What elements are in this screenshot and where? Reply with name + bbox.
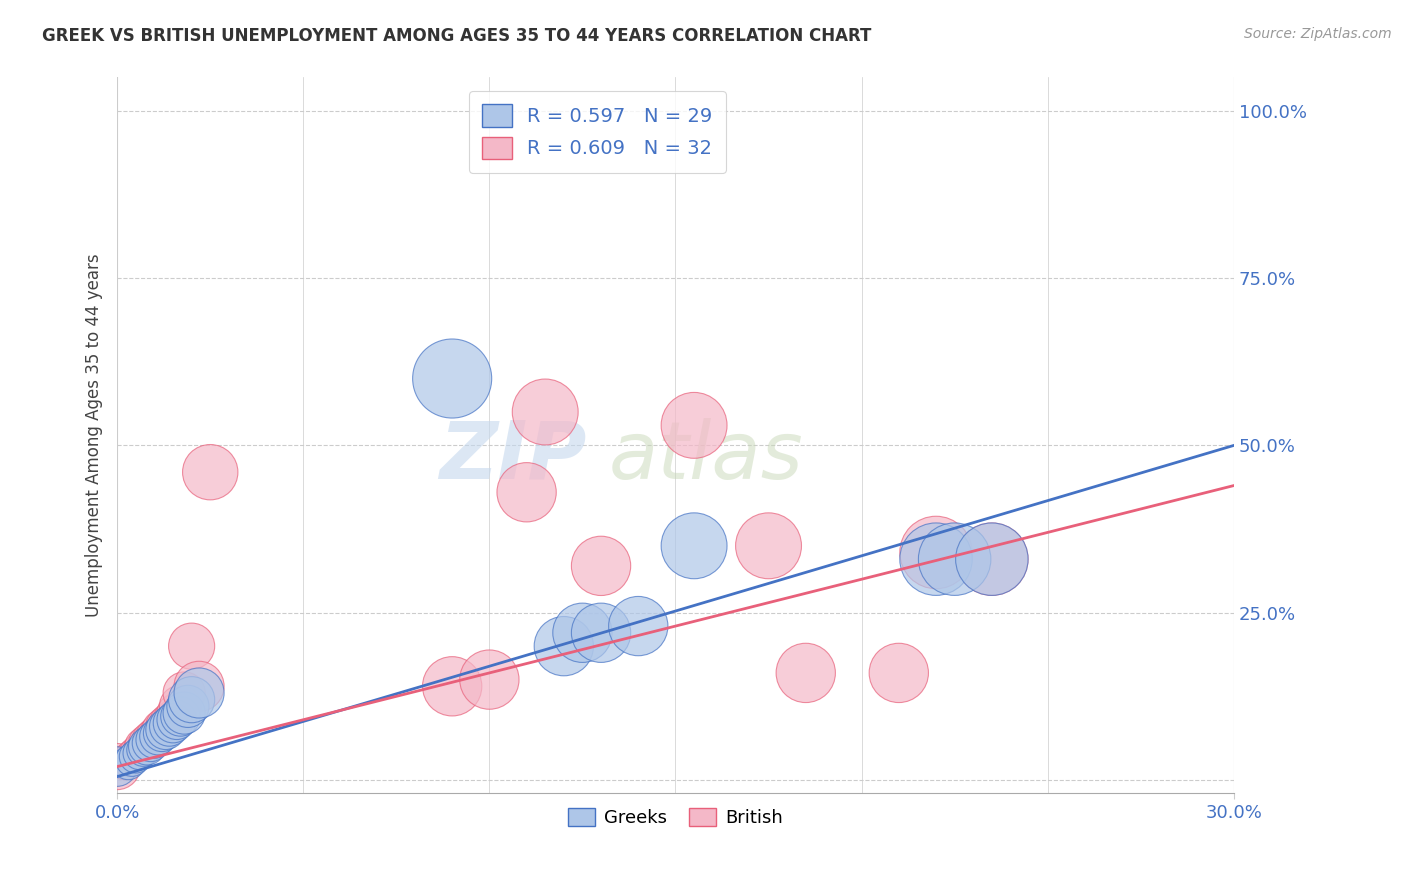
Point (121, 749, 143, 764)
Text: Source: ZipAtlas.com: Source: ZipAtlas.com (1244, 27, 1392, 41)
Point (534, 405, 557, 419)
Point (121, 753, 143, 767)
Point (177, 699, 200, 714)
Point (150, 723, 173, 737)
Point (150, 726, 173, 740)
Point (143, 730, 166, 744)
Point (139, 736, 162, 750)
Point (162, 713, 184, 727)
Point (157, 716, 180, 731)
Point (155, 723, 177, 737)
Point (162, 716, 184, 731)
Point (943, 552, 966, 566)
Point (143, 732, 166, 747)
Point (128, 746, 150, 760)
Point (925, 552, 948, 566)
Point (136, 736, 159, 750)
Point (589, 558, 612, 573)
Text: atlas: atlas (609, 417, 803, 496)
Point (478, 673, 501, 687)
Legend: Greeks, British: Greeks, British (561, 801, 790, 834)
Text: ZIP: ZIP (439, 417, 586, 496)
Point (117, 756, 139, 771)
Point (139, 732, 162, 747)
Point (117, 753, 139, 767)
Text: GREEK VS BRITISH UNEMPLOYMENT AMONG AGES 35 TO 44 YEARS CORRELATION CHART: GREEK VS BRITISH UNEMPLOYMENT AMONG AGES… (42, 27, 872, 45)
Point (553, 639, 575, 653)
Point (132, 743, 155, 757)
Point (188, 686, 211, 700)
Point (173, 706, 195, 720)
Point (105, 759, 128, 773)
Point (155, 719, 177, 733)
Point (887, 665, 910, 680)
Point (627, 619, 650, 633)
Point (132, 739, 155, 754)
Point (980, 552, 1002, 566)
Point (441, 371, 464, 385)
Point (169, 699, 191, 714)
Point (166, 706, 188, 720)
Point (980, 552, 1002, 566)
Point (169, 709, 191, 723)
Point (136, 739, 159, 754)
Point (125, 746, 148, 760)
Point (114, 756, 136, 771)
Point (683, 418, 706, 433)
Point (105, 759, 128, 773)
Point (173, 686, 195, 700)
Point (146, 726, 169, 740)
Point (180, 692, 202, 706)
Point (516, 485, 538, 500)
Point (589, 625, 612, 640)
Point (441, 679, 464, 693)
Point (758, 539, 780, 553)
Y-axis label: Unemployment Among Ages 35 to 44 years: Unemployment Among Ages 35 to 44 years (86, 253, 103, 617)
Point (146, 730, 169, 744)
Point (180, 639, 202, 653)
Point (125, 749, 148, 764)
Point (925, 545, 948, 559)
Point (128, 743, 150, 757)
Point (188, 679, 211, 693)
Point (157, 719, 180, 733)
Point (683, 539, 706, 553)
Point (166, 713, 188, 727)
Point (200, 465, 222, 479)
Point (794, 665, 817, 680)
Point (571, 625, 593, 640)
